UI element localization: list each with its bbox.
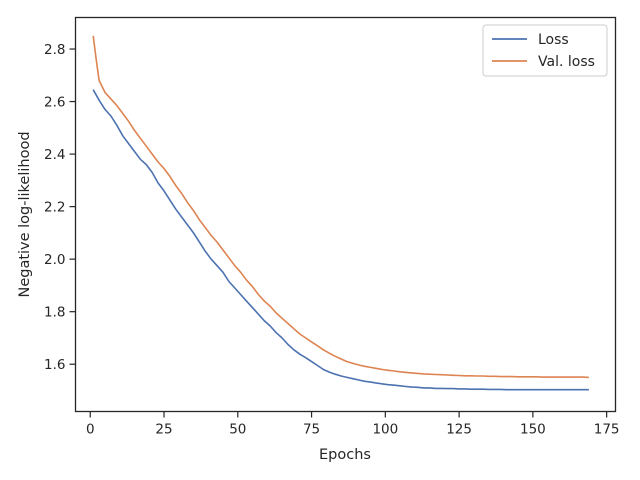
x-tick-label: 25	[155, 422, 172, 438]
y-tick-label: 2.4	[44, 147, 65, 163]
x-tick-label: 50	[229, 422, 246, 438]
x-axis-ticks: 0 25 50 75 100 125 150 175	[86, 411, 620, 438]
legend-label-loss: Loss	[538, 32, 569, 48]
legend-box	[482, 24, 608, 77]
y-tick-label: 1.8	[44, 305, 65, 321]
y-axis-ticks: 1.6 1.8 2.0 2.2 2.4 2.6 2.8	[44, 42, 76, 373]
x-tick-label: 75	[303, 422, 320, 438]
x-tick-label: 125	[446, 422, 472, 438]
series-line-loss	[92, 89, 589, 391]
y-tick-label: 1.6	[44, 357, 65, 373]
series-group	[92, 35, 589, 391]
y-axis-label: Negative log-likelihood	[17, 131, 33, 297]
legend: Loss Val. loss	[482, 24, 608, 77]
x-tick-label: 150	[520, 422, 546, 438]
y-tick-label: 2.8	[44, 42, 65, 58]
y-tick-label: 2.2	[44, 200, 65, 216]
series-line-val-loss	[92, 35, 589, 379]
legend-label-val-loss: Val. loss	[538, 54, 595, 70]
x-axis-label: Epochs	[319, 447, 371, 463]
y-tick-label: 2.0	[44, 252, 65, 268]
x-tick-label: 175	[594, 422, 620, 438]
x-tick-label: 0	[86, 422, 95, 438]
y-tick-label: 2.6	[44, 95, 65, 111]
x-tick-label: 100	[372, 422, 398, 438]
plot-frame	[74, 16, 617, 413]
